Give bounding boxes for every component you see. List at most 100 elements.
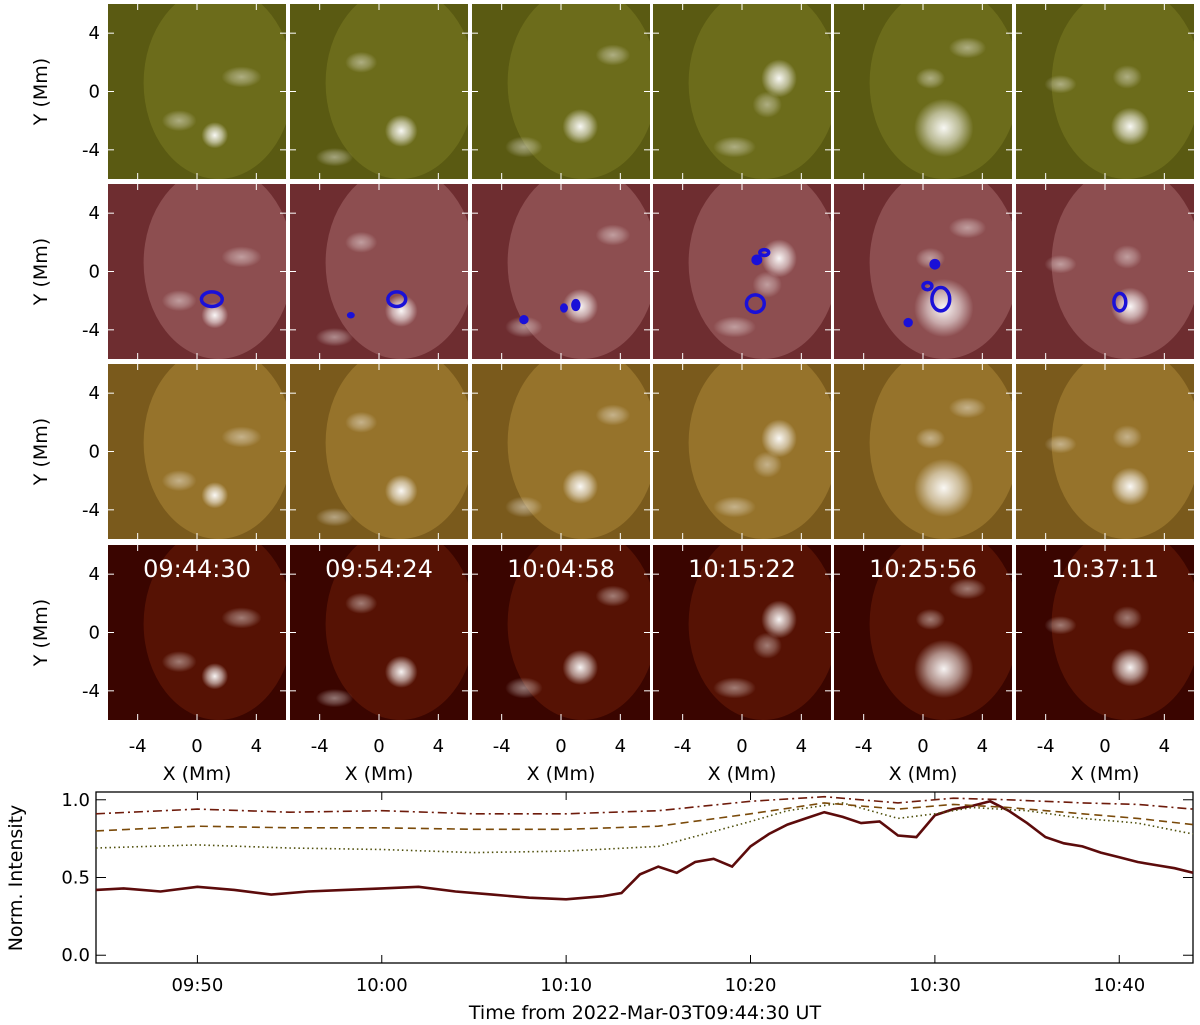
- bright-feature: [948, 37, 987, 59]
- panel-haze: [325, 545, 468, 720]
- bright-feature: [948, 217, 987, 239]
- timestamp-label: 10:37:11: [1051, 555, 1159, 583]
- panel-x-tick-label: 0: [191, 736, 202, 757]
- panel-haze: [143, 364, 286, 539]
- image-panel-r1-c5: [834, 4, 1012, 179]
- panel-x-tick-label: 4: [977, 736, 988, 757]
- image-panel-r2-c6: [1016, 184, 1194, 359]
- bright-feature: [914, 639, 974, 699]
- timestamp-label: 09:54:24: [325, 555, 433, 583]
- bright-feature: [221, 66, 262, 88]
- bright-feature: [345, 51, 378, 73]
- y-tick-label: 0.0: [61, 945, 90, 966]
- panel-x-tick-label: -4: [674, 736, 692, 757]
- bright-feature: [595, 404, 631, 426]
- panel-x-tick-label: 0: [917, 736, 928, 757]
- bright-feature: [595, 44, 631, 66]
- panel-haze: [1051, 545, 1194, 720]
- bright-feature: [1044, 616, 1077, 635]
- contour-outline: [751, 254, 763, 266]
- bright-feature: [948, 578, 987, 600]
- bright-feature: [201, 302, 229, 329]
- image-panel-r2-c1: [108, 184, 286, 359]
- image-panel-r4-c5: 10:25:56: [834, 545, 1012, 720]
- panel-haze: [325, 184, 468, 359]
- bright-feature: [713, 677, 756, 699]
- panel-haze: [688, 545, 831, 720]
- x-tick-label: 10:30: [909, 975, 961, 996]
- bright-feature: [315, 688, 354, 708]
- bright-feature: [914, 458, 974, 518]
- x-tick-label: 09:50: [171, 975, 223, 996]
- bright-feature: [1112, 425, 1142, 449]
- panel-x-tick-label: 4: [615, 736, 626, 757]
- panel-haze: [325, 364, 468, 539]
- bright-feature: [505, 136, 543, 158]
- plot-series: [95, 795, 1194, 901]
- panel-x-axis-label: X (Mm): [527, 763, 596, 785]
- row-y-tick-label: 4: [89, 383, 100, 404]
- image-panel-r3-c3: [472, 364, 650, 539]
- image-panel-r4-c6: 10:37:11: [1016, 545, 1194, 720]
- bright-feature: [1110, 107, 1150, 146]
- bright-feature: [562, 109, 599, 144]
- contour-outline: [758, 247, 771, 258]
- timestamp-label: 10:15:22: [688, 555, 796, 583]
- panel-x-tick-label: 0: [373, 736, 384, 757]
- bright-feature: [345, 592, 378, 614]
- x-tick-label: 10:10: [540, 975, 592, 996]
- bright-feature: [761, 239, 797, 278]
- panel-x-tick-label: 0: [736, 736, 747, 757]
- x-tick-label: 10:00: [356, 975, 408, 996]
- bright-feature: [562, 650, 599, 685]
- bright-feature: [315, 327, 354, 347]
- panel-x-tick-label: 4: [433, 736, 444, 757]
- image-panel-r4-c3: 10:04:58: [472, 545, 650, 720]
- panel-haze: [143, 184, 286, 359]
- bright-feature: [201, 482, 229, 509]
- panel-haze: [1051, 364, 1194, 539]
- row-y-tick-label: 0: [89, 623, 100, 644]
- bright-feature: [1044, 255, 1077, 274]
- bright-feature: [761, 600, 797, 639]
- row-y-tick-label: 4: [89, 203, 100, 224]
- contour-outline: [346, 312, 355, 319]
- bright-feature: [384, 655, 418, 688]
- panel-x-tick-label: -4: [311, 736, 329, 757]
- bright-feature: [752, 632, 782, 659]
- bright-feature: [713, 316, 756, 338]
- row-y-axis-label: Y (Mm): [30, 58, 52, 126]
- bright-feature: [315, 507, 354, 527]
- series-line-dashdot: [95, 795, 1194, 815]
- panel-haze: [688, 4, 831, 179]
- image-panel-r1-c4: [653, 4, 831, 179]
- bright-feature: [221, 426, 262, 448]
- bright-feature: [1110, 648, 1150, 687]
- bright-feature: [752, 271, 782, 298]
- image-panel-r1-c2: [290, 4, 468, 179]
- bright-feature: [1044, 435, 1077, 454]
- contour-outline: [744, 293, 766, 315]
- panel-x-tick-label: 4: [796, 736, 807, 757]
- bright-feature: [595, 585, 631, 607]
- bright-feature: [384, 114, 418, 147]
- panel-haze: [143, 4, 286, 179]
- y-tick-label: 1.0: [61, 790, 90, 811]
- image-panel-r4-c1: 09:44:30: [108, 545, 286, 720]
- contour-outline: [921, 280, 934, 292]
- series-line-dotted: [95, 802, 1194, 854]
- panel-haze: [325, 4, 468, 179]
- panel-x-axis-label: X (Mm): [163, 763, 232, 785]
- row-y-axis-label: Y (Mm): [30, 418, 52, 486]
- panel-x-tick-label: -4: [493, 736, 511, 757]
- panel-x-tick-label: 0: [1099, 736, 1110, 757]
- x-axis-label: Time from 2022-Mar-03T09:44:30 UT: [468, 1002, 822, 1024]
- image-panel-r4-c2: 09:54:24: [290, 545, 468, 720]
- bright-feature: [713, 136, 756, 158]
- bright-feature: [161, 290, 197, 312]
- timeseries-plot: 09:50 10:00 10:10 10:20 10:30 10:400.00.51.0 …: [5, 790, 1194, 1024]
- y-axis-label: Norm. Intensity: [5, 805, 27, 952]
- x-tick-label: 10:40: [1093, 975, 1145, 996]
- bright-feature: [914, 98, 974, 158]
